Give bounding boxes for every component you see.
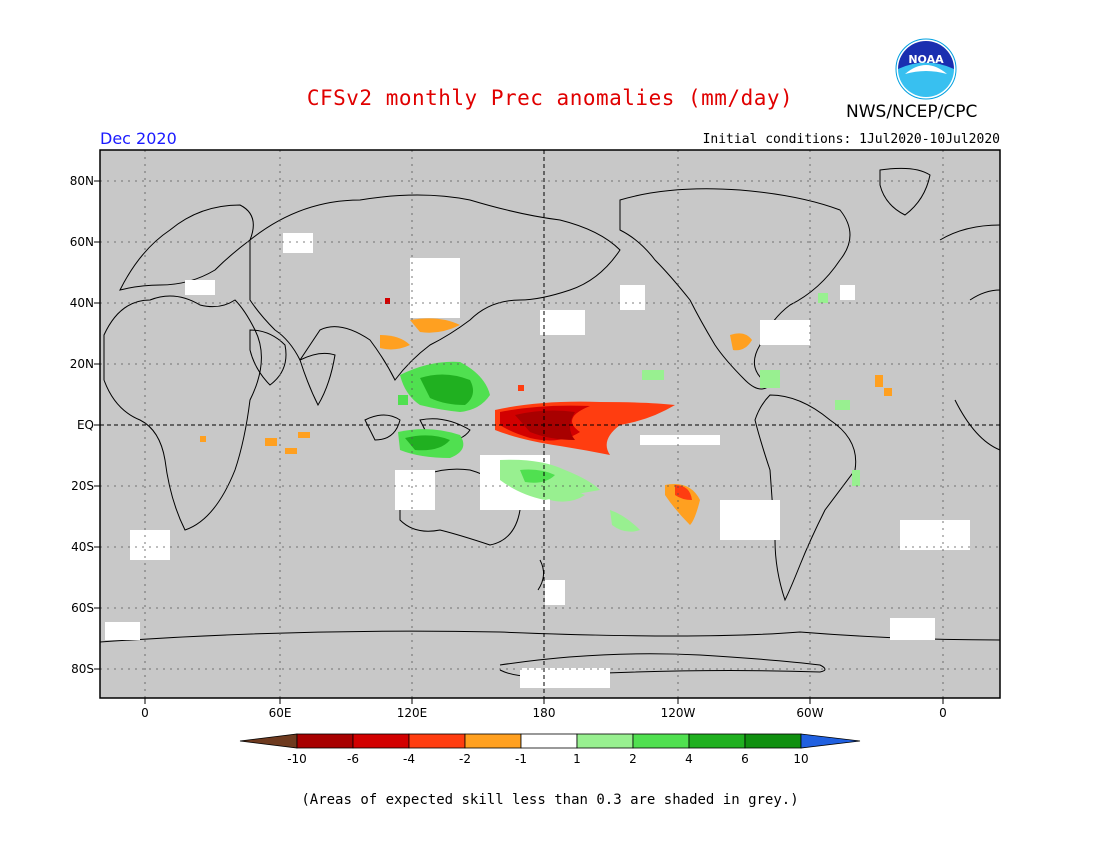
colorbar-label: 6 xyxy=(741,752,749,766)
lon-label: 120E xyxy=(396,706,428,720)
lat-label: 40N xyxy=(69,296,94,310)
lat-label: 80S xyxy=(71,662,94,676)
lon-label: 0 xyxy=(939,706,947,720)
colorbar-label: -2 xyxy=(459,752,471,766)
lat-label: 80N xyxy=(69,174,94,188)
skill-footnote: (Areas of expected skill less than 0.3 a… xyxy=(301,792,799,808)
colorbar-label: -1 xyxy=(515,752,527,766)
lat-label: EQ xyxy=(76,418,94,432)
axis-ticks xyxy=(94,180,944,704)
lon-label: 60W xyxy=(796,706,824,720)
map-title: CFSv2 monthly Prec anomalies (mm/day) xyxy=(306,86,794,110)
org-label: NWS/NCEP/CPC xyxy=(846,102,978,122)
colorbar-lower-arrow xyxy=(239,733,298,749)
colorbar-cell xyxy=(408,733,466,749)
colorbar-cell xyxy=(576,733,634,749)
svg-text:NOAA: NOAA xyxy=(908,53,944,66)
lat-label: 60N xyxy=(69,235,94,249)
lon-label: 180 xyxy=(532,706,556,720)
colorbar-cell xyxy=(352,733,410,749)
lon-label: 60E xyxy=(268,706,292,720)
colorbar-label: -6 xyxy=(347,752,359,766)
near-normal-patches xyxy=(105,233,970,688)
colorbar-cell xyxy=(464,733,522,749)
colorbar-cell xyxy=(296,733,354,749)
dry-anomalies xyxy=(200,298,892,525)
initial-conditions: Initial conditions: 1Jul2020-10Jul2020 xyxy=(702,132,1000,147)
forecast-month: Dec 2020 xyxy=(100,129,177,148)
color-bar xyxy=(239,733,861,749)
colorbar-cell xyxy=(744,733,802,749)
colorbar-label: -4 xyxy=(403,752,415,766)
lat-label: 20N xyxy=(69,357,94,371)
coastlines xyxy=(99,167,1001,678)
lat-label: 20S xyxy=(71,479,94,493)
colorbar-cell xyxy=(520,733,578,749)
colorbar-cell xyxy=(632,733,690,749)
wet-anomalies xyxy=(398,293,860,532)
grid-lines xyxy=(100,150,1000,698)
equator-dateline xyxy=(100,150,1000,698)
lat-label: 40S xyxy=(71,540,94,554)
colorbar-label: -10 xyxy=(287,752,307,766)
lon-label: 0 xyxy=(141,706,149,720)
colorbar-label: 10 xyxy=(793,752,809,766)
lon-label: 120W xyxy=(660,706,696,720)
noaa-logo: NOAA xyxy=(895,38,957,100)
lat-label: 60S xyxy=(71,601,94,615)
colorbar-label: 4 xyxy=(685,752,693,766)
colorbar-label: 1 xyxy=(573,752,581,766)
colorbar-label: 2 xyxy=(629,752,637,766)
colorbar-cell xyxy=(688,733,746,749)
colorbar-upper-arrow xyxy=(800,733,861,749)
map-frame xyxy=(99,149,1001,699)
